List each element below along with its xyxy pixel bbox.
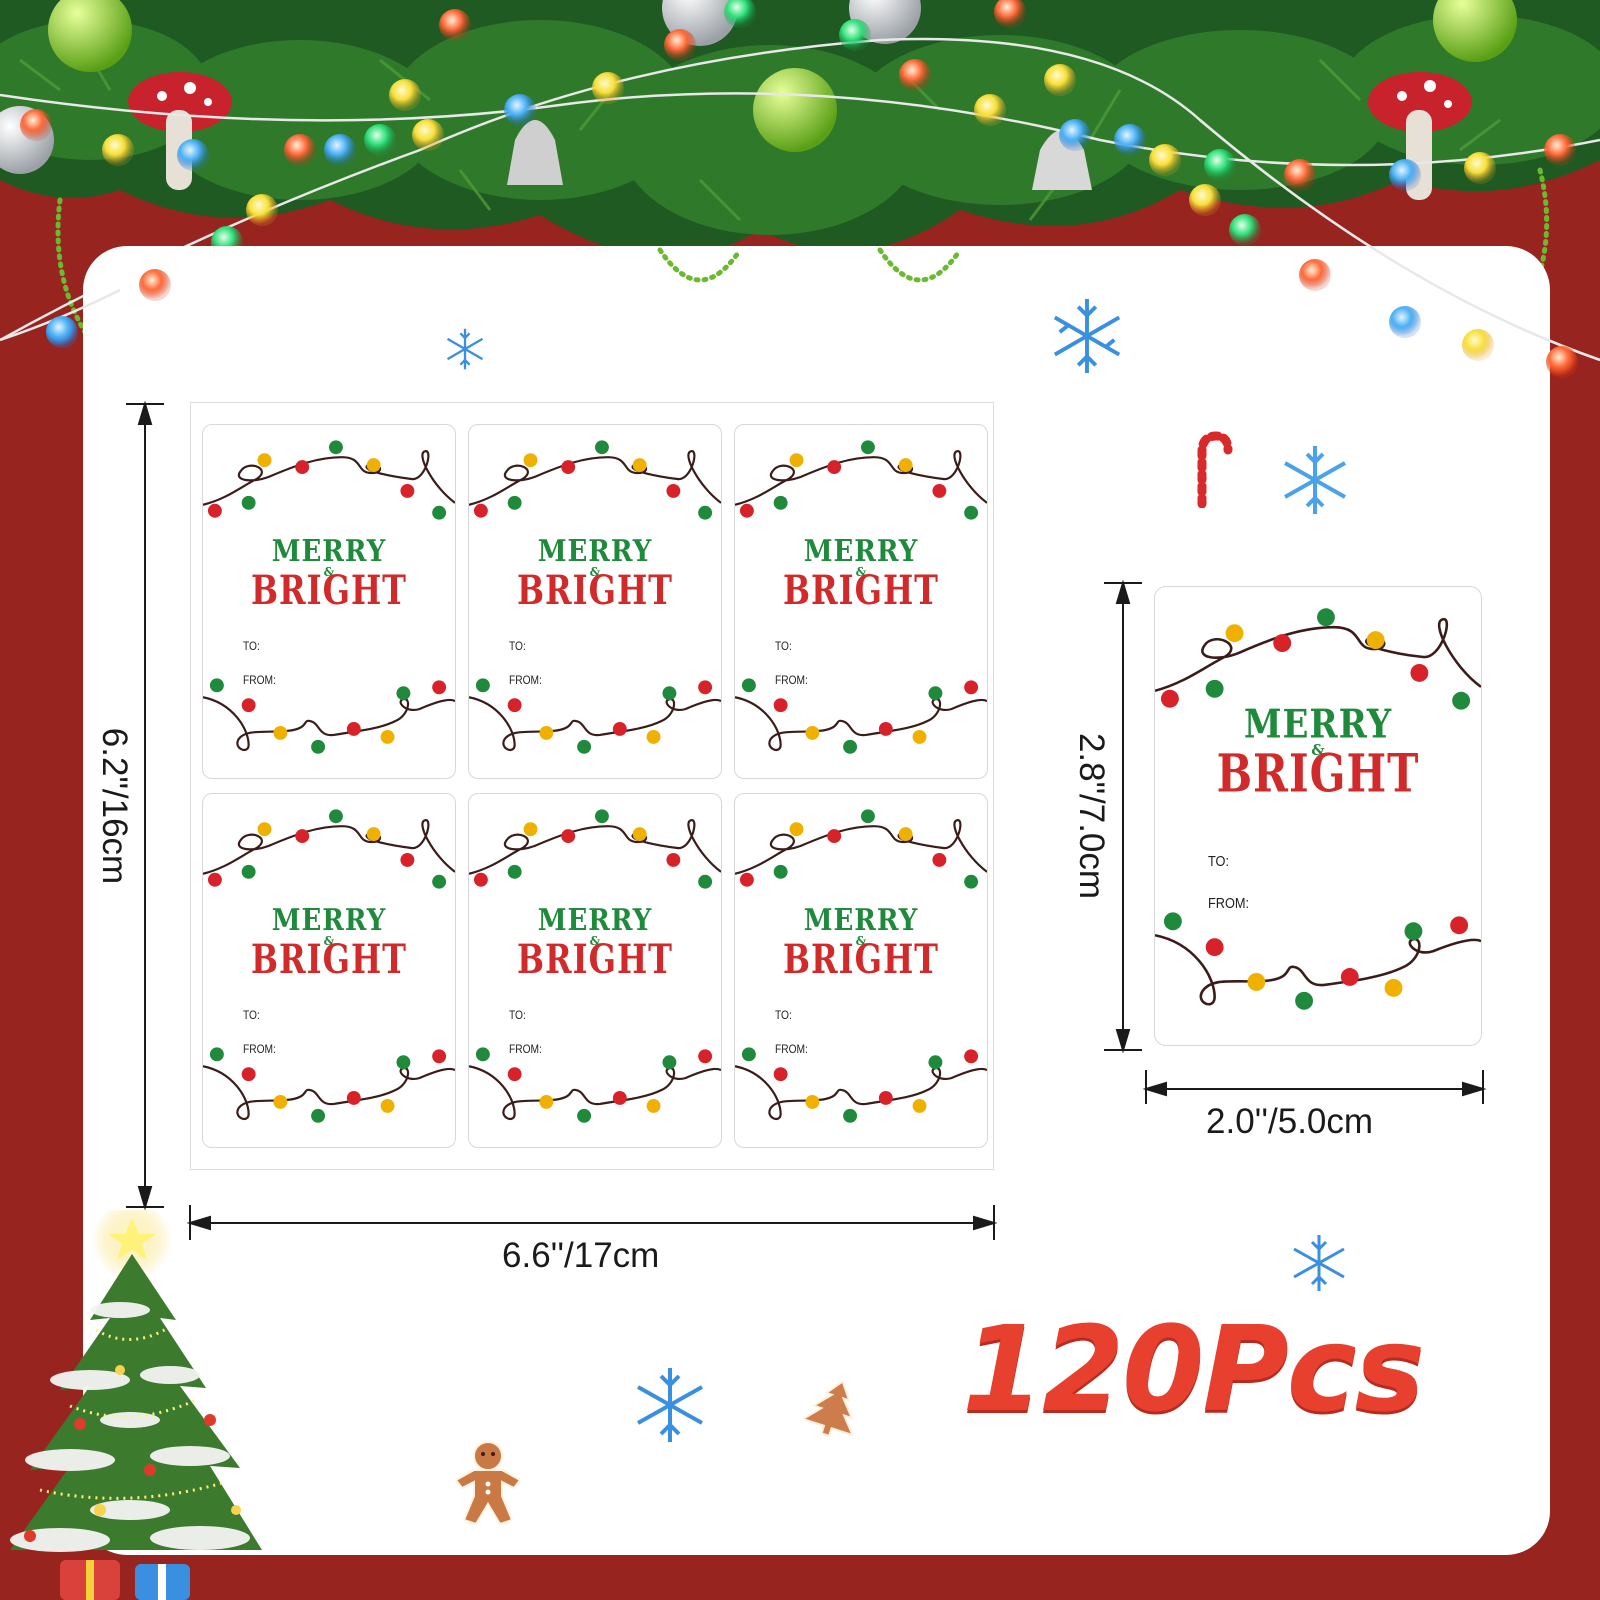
sheet-label: MERRY & BRIGHT TO: FROM: <box>202 793 456 1148</box>
candy-cane-icon <box>1197 431 1233 508</box>
light-string-icon <box>469 1047 721 1123</box>
label-merry-text: MERRY <box>271 534 387 570</box>
light-string-icon <box>203 1047 455 1123</box>
light-string-icon <box>735 1047 987 1123</box>
label-from-field: FROM: <box>509 1042 542 1056</box>
label-from-field: FROM: <box>775 1042 808 1056</box>
label-bright-text: BRIGHT <box>783 566 939 614</box>
sheet-width-label: 6.6''/17cm <box>502 1236 660 1275</box>
snowflake-icon <box>1053 298 1121 374</box>
light-string-icon <box>469 809 721 889</box>
label-from-field: FROM: <box>243 1042 276 1056</box>
light-string-icon <box>1155 912 1481 1010</box>
label-sheet: MERRY & BRIGHT TO: FROM: MERRY & BRIGHT TO: FROM:… <box>190 402 994 1170</box>
label-ampersand: & <box>323 934 335 948</box>
christmas-tree-icon <box>10 1210 262 1600</box>
label-from-field: FROM: <box>509 673 542 687</box>
label-bright-text: BRIGHT <box>517 566 673 614</box>
label-merry-text: MERRY <box>537 534 653 570</box>
light-string-icon <box>735 809 987 889</box>
light-string-icon <box>203 440 455 520</box>
label-bright-text: BRIGHT <box>251 935 407 983</box>
label-merry-text: MERRY <box>1243 702 1393 748</box>
sheet-label: MERRY & BRIGHT TO: FROM: <box>734 793 988 1148</box>
label-from-field: FROM: <box>1208 895 1250 912</box>
snowflake-icon <box>446 328 484 370</box>
label-width-label: 2.0''/5.0cm <box>1206 1102 1374 1141</box>
label-merry-text: MERRY <box>271 903 387 939</box>
label-merry-text: MERRY <box>803 534 919 570</box>
light-string-icon <box>469 678 721 754</box>
label-bright-text: BRIGHT <box>251 566 407 614</box>
snowflake-icon <box>1284 446 1346 514</box>
label-ampersand: & <box>589 565 601 579</box>
label-height-label: 2.8"/7.0cm <box>1072 732 1112 900</box>
label-ampersand: & <box>855 565 867 579</box>
light-string-icon <box>203 809 455 889</box>
light-string-icon <box>735 440 987 520</box>
label-to-field: TO: <box>775 639 792 653</box>
label-to-field: TO: <box>1208 853 1230 870</box>
label-to-field: TO: <box>509 1008 526 1022</box>
light-string-icon <box>203 678 455 754</box>
light-string-icon <box>735 678 987 754</box>
sheet-label: MERRY & BRIGHT TO: FROM: <box>468 793 722 1148</box>
label-ampersand: & <box>1311 741 1325 759</box>
label-bright-text: BRIGHT <box>783 935 939 983</box>
label-merry-text: MERRY <box>803 903 919 939</box>
label-to-field: TO: <box>243 639 260 653</box>
gingerbread-man-icon <box>454 1441 522 1526</box>
single-label: MERRY & BRIGHT TO: FROM: <box>1154 586 1482 1046</box>
label-to-field: TO: <box>243 1008 260 1022</box>
quantity-text: 120Pcs <box>962 1300 1425 1438</box>
label-to-field: TO: <box>775 1008 792 1022</box>
snowflake-icon <box>1293 1235 1345 1291</box>
garland-icon <box>0 0 1600 378</box>
light-string-icon <box>469 440 721 520</box>
label-merry-text: MERRY <box>537 903 653 939</box>
label-ampersand: & <box>589 934 601 948</box>
sheet-label: MERRY & BRIGHT TO: FROM: <box>734 424 988 779</box>
label-ampersand: & <box>855 934 867 948</box>
label-from-field: FROM: <box>243 673 276 687</box>
tree-cookie-icon <box>804 1379 855 1438</box>
label-ampersand: & <box>323 565 335 579</box>
sheet-height-label: 6.2"/16cm <box>95 727 135 885</box>
label-bright-text: BRIGHT <box>1216 742 1420 805</box>
sheet-label: MERRY & BRIGHT TO: FROM: <box>202 424 456 779</box>
label-from-field: FROM: <box>775 673 808 687</box>
sheet-label: MERRY & BRIGHT TO: FROM: <box>468 424 722 779</box>
light-string-icon <box>1155 608 1481 710</box>
label-bright-text: BRIGHT <box>517 935 673 983</box>
snowflake-icon <box>637 1368 703 1442</box>
label-to-field: TO: <box>509 639 526 653</box>
